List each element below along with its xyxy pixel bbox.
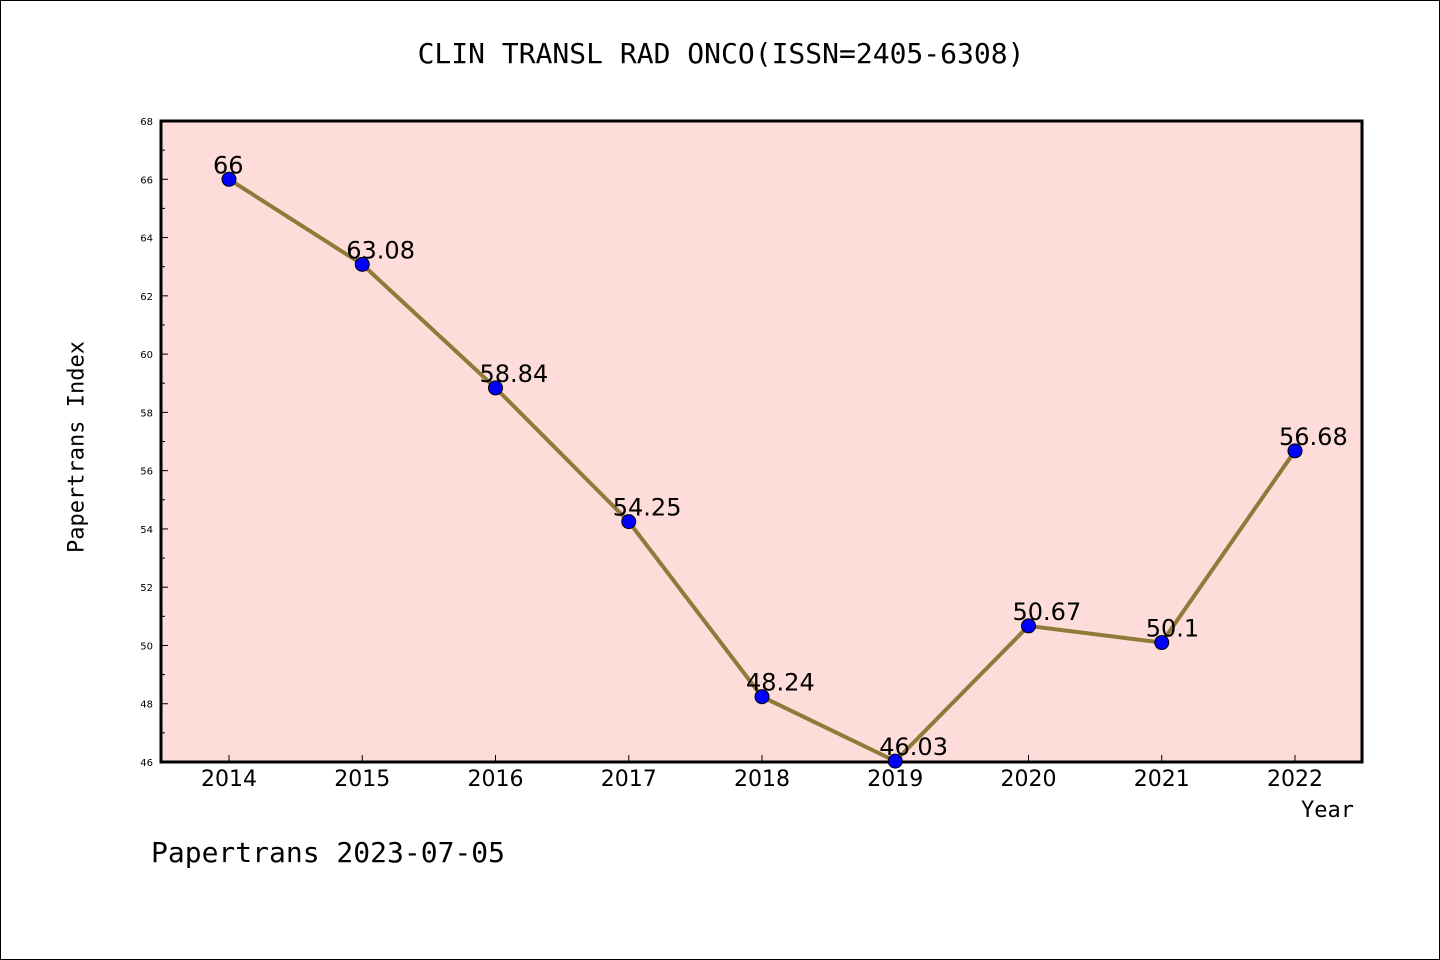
x-axis: 2014 2015 2016 2017 2018 2019 2020 2021 2022 [201,755,1323,792]
data-label: 56.68 [1279,423,1348,451]
x-tick-label: 2021 [1134,767,1190,792]
y-tick-label: 64 [140,234,153,245]
data-point [354,256,370,272]
data-label: 50.1 [1146,615,1199,643]
x-axis-label: Year [1301,798,1354,823]
data-point [1021,618,1036,634]
data-point [488,380,503,396]
x-tick-label: 2015 [334,767,390,792]
data-point [1154,635,1170,651]
y-tick-label: 66 [140,175,153,186]
data-label: 46.03 [879,733,948,761]
data-label: 58.84 [480,360,549,388]
data-point [887,753,903,769]
x-tick-label: 2017 [601,767,657,792]
y-tick-label: 50 [140,641,153,652]
data-label: 63.08 [346,236,415,264]
y-tick-label: 62 [140,292,153,303]
data-label: 50.67 [1013,598,1082,626]
chart-title: CLIN TRANSL RAD ONCO(ISSN=2405-6308) [417,37,1025,70]
x-tick-label: 2014 [201,767,257,792]
plot-area [159,119,1364,764]
x-tick-label: 2018 [734,767,790,792]
y-tick-label: 48 [140,700,153,711]
x-tick-label: 2016 [468,767,524,792]
y-tick-label: 68 [140,117,153,128]
y-tick-label: 52 [140,583,153,594]
data-label: 48.24 [746,669,815,697]
y-tick-label: 54 [140,525,153,536]
data-label: 66 [213,151,244,179]
x-tick-label: 2020 [1001,767,1057,792]
data-point [1287,443,1303,459]
y-tick-label: 60 [140,350,153,361]
x-tick-label: 2019 [867,767,923,792]
data-point [221,171,237,187]
x-tick-label: 2022 [1267,767,1323,792]
y-tick-label: 58 [140,408,153,419]
series: 66 63.08 58.84 54.25 48.24 46.03 50.67 50.1 56.6… [213,151,1348,769]
data-point [621,514,637,530]
y-tick-label: 56 [140,467,153,478]
data-point [754,689,770,705]
footer-date-text: Papertrans 2023-07-05 [151,836,506,869]
data-label: 54.25 [613,494,682,522]
y-tick-label: 46 [140,758,153,769]
y-axis: 46 48 50 52 54 56 58 60 62 64 66 68 [140,117,168,769]
